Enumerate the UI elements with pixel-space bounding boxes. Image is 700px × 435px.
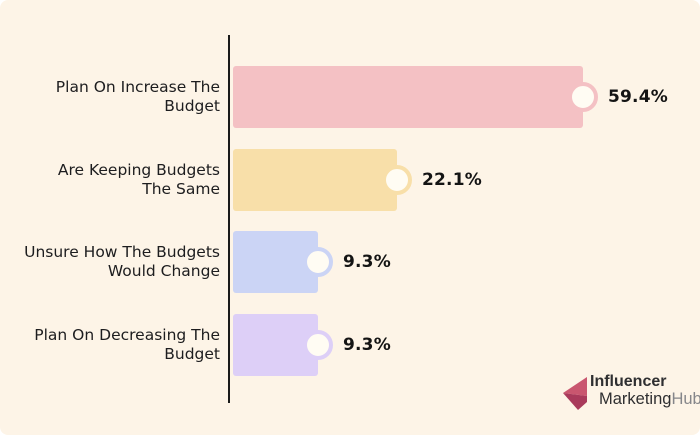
imh-logo-line2: MarketingHub [599, 390, 700, 408]
imh-logo-text: Influencer MarketingHub [590, 373, 700, 408]
bar [233, 66, 598, 128]
bar-label: Plan On Decreasing The Budget [34, 325, 220, 363]
imh-logo-arrow-icon [563, 377, 587, 410]
bar-value-label: 9.3% [343, 334, 391, 355]
bar-end-circle [382, 164, 412, 195]
bar-end-circle [568, 82, 598, 112]
imh-logo-hub: Hub [671, 390, 700, 408]
bar-value-label: 22.1% [422, 169, 482, 190]
bar-value-label: 9.3% [343, 252, 391, 272]
bar-end-circle [303, 329, 333, 360]
bar-value-label: 59.4% [608, 87, 668, 107]
bar-row: Plan On Increase The Budget 59.4% [0, 66, 700, 128]
bar-label: Unsure How The Budgets Would Change [24, 243, 220, 280]
y-axis-line [228, 35, 230, 403]
arrow-light-face [563, 377, 587, 396]
bar-label: Are Keeping Budgets The Same [57, 160, 220, 198]
imh-logo-marketing: Marketing [599, 390, 672, 408]
bar [233, 313, 333, 376]
bar [233, 231, 333, 293]
bar-row: Unsure How The Budgets Would Change 9.3% [0, 231, 700, 293]
imh-logo: Influencer MarketingHub [562, 374, 700, 411]
bar-label: Plan On Increase The Budget [55, 78, 220, 115]
arrow-dark-face [563, 393, 587, 410]
imh-logo-line1: Influencer [590, 373, 667, 390]
bar-row: Are Keeping Budgets The Same 22.1% [0, 148, 700, 211]
bar [233, 148, 412, 211]
bar-row: Plan On Decreasing The Budget 9.3% [0, 313, 700, 376]
bar-end-circle [303, 247, 333, 277]
